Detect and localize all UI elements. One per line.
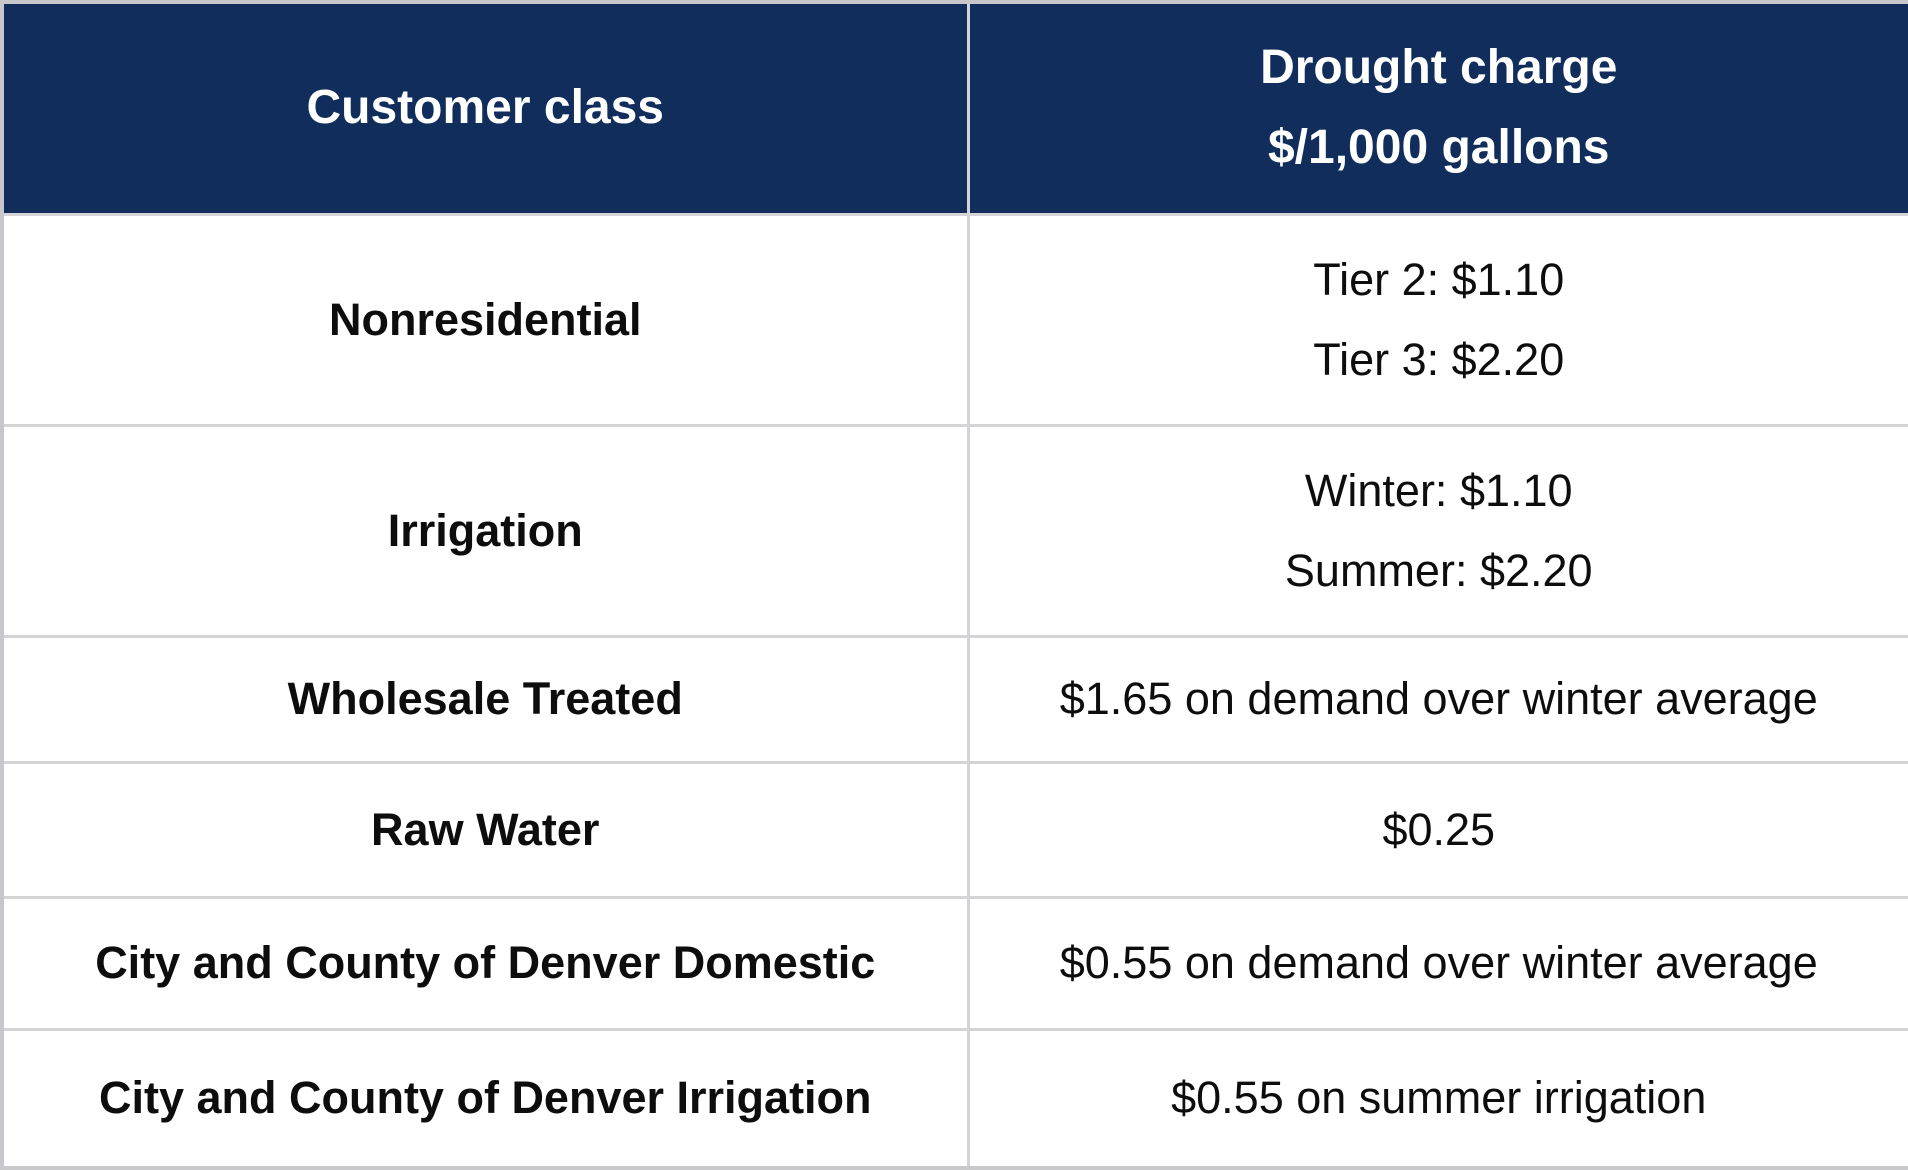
charge-line: $0.25 [1382,803,1496,855]
charge-line: Tier 3: $2.20 [1313,333,1565,385]
charge-line: $0.55 on summer irrigation [1171,1072,1707,1124]
table-row-wholesale-treated: Wholesale Treated $1.65 on demand over w… [0,634,1908,764]
table-row-denver-domestic: City and County of Denver Domestic $0.55… [0,895,1908,1031]
header-customer-class-label: Customer class [306,81,665,135]
table-row-denver-irrigation: City and County of Denver Irrigation $0.… [0,1027,1908,1170]
customer-class-cell: Nonresidential [0,212,970,427]
drought-charge-cell: Tier 2: $1.10 Tier 3: $2.20 [966,212,1908,427]
drought-charge-cell: $0.55 on summer irrigation [966,1027,1908,1170]
drought-charge-cell: $0.25 [966,760,1908,899]
customer-class-cell: City and County of Denver Irrigation [0,1027,970,1170]
charge-line: Winter: $1.10 [1304,464,1573,516]
drought-charge-cell: $0.55 on demand over winter average [966,895,1908,1031]
customer-class-cell: Raw Water [0,760,970,899]
table-header-row: Customer class Drought charge $/1,000 ga… [0,0,1908,216]
charge-line: $1.65 on demand over winter average [1059,673,1818,724]
header-drought-charge-label-line1: Drought charge [1260,41,1618,95]
charge-line: Tier 2: $1.10 [1313,253,1565,305]
table-row-irrigation: Irrigation Winter: $1.10 Summer: $2.20 [0,423,1908,638]
customer-class-cell: Irrigation [0,423,970,638]
drought-charge-cell: Winter: $1.10 Summer: $2.20 [966,423,1908,638]
table-row-raw-water: Raw Water $0.25 [0,760,1908,899]
header-drought-charge-label-line2: $/1,000 gallons [1267,121,1610,175]
header-cell-customer-class: Customer class [0,0,970,216]
customer-class-cell: City and County of Denver Domestic [0,895,970,1031]
charge-line: Summer: $2.20 [1284,544,1593,596]
customer-class-cell: Wholesale Treated [0,634,970,764]
table-row-nonresidential: Nonresidential Tier 2: $1.10 Tier 3: $2.… [0,212,1908,427]
drought-charge-cell: $1.65 on demand over winter average [966,634,1908,764]
header-cell-drought-charge: Drought charge $/1,000 gallons [966,0,1908,216]
charge-line: $0.55 on demand over winter average [1059,937,1818,988]
